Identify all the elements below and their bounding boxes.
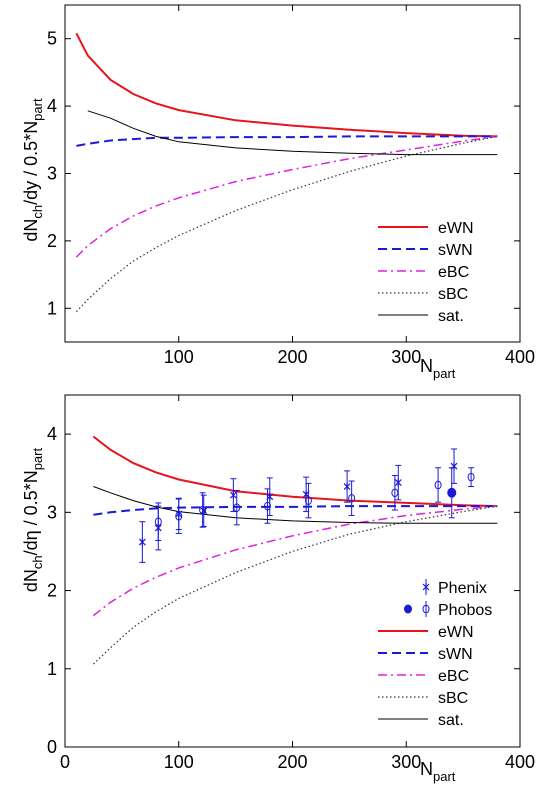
open-circle-marker	[434, 480, 442, 490]
legend-label: eBC	[438, 264, 469, 281]
data-point-phobos	[199, 492, 207, 528]
y-tick-label: 4	[47, 96, 57, 116]
star-marker	[343, 482, 351, 491]
series-line-sat	[87, 110, 498, 156]
y-tick-label: 0	[47, 737, 57, 757]
data-point-phobos	[447, 467, 457, 519]
star-marker	[229, 491, 237, 500]
y-axis-label: dNch/dy / 0.5*Npart	[21, 98, 45, 242]
legend-label: eBC	[438, 668, 469, 685]
legend-label: sat.	[438, 712, 464, 729]
legend-item: sBC	[378, 286, 468, 303]
legend-item: eBC	[378, 668, 469, 685]
data-point-phobos	[304, 482, 312, 519]
legend-label: sWN	[438, 646, 473, 663]
x-tick-label: 400	[505, 347, 535, 367]
y-tick-label: 1	[47, 659, 57, 679]
star-marker	[394, 478, 402, 487]
y-tick-label: 1	[47, 298, 57, 318]
y-tick-label: 3	[47, 502, 57, 522]
y-tick-label: 5	[47, 29, 57, 49]
legend-label: sWN	[438, 242, 473, 259]
series-line-eWN	[75, 32, 498, 138]
data-point-phobos	[263, 488, 271, 524]
data-point-phobos	[233, 489, 241, 526]
open-circle-marker	[154, 517, 162, 527]
x-tick-label: 100	[164, 752, 194, 772]
open-circle-marker	[467, 472, 475, 482]
legend-item: Phenix	[422, 579, 487, 597]
legend-label: Phenix	[438, 580, 487, 597]
open-circle-marker	[304, 496, 312, 505]
legend-item: sat.	[378, 712, 464, 729]
legend-label: sBC	[438, 286, 468, 303]
chart-panel-2: 0 100 200 300 400 0 1 2 3 4 Npart dNch/dη / 0.5*Npa…	[21, 394, 535, 784]
y-axis-label: dNch/dη / 0.5*Npart	[21, 448, 45, 593]
legend-label: Phobos	[438, 602, 492, 619]
data-point-phenix	[200, 494, 208, 527]
y-tick-label: 2	[47, 231, 57, 251]
data-point-phobos	[348, 480, 356, 516]
x-tick-label: 200	[277, 752, 307, 772]
x-tick-label: 400	[505, 752, 535, 772]
x-tick-label: 300	[391, 347, 421, 367]
x-axis-label: Npart	[420, 759, 456, 784]
series-line-eBC	[75, 135, 498, 258]
legend-label: sat.	[438, 308, 464, 325]
data-point-phenix	[138, 521, 146, 563]
series-line-eBC	[92, 505, 498, 617]
x-tick-label: 100	[164, 347, 194, 367]
open-circle-marker	[233, 503, 241, 512]
legend-item: eWN	[378, 220, 474, 237]
data-point-phenix	[394, 464, 402, 501]
chart-panel-1: 100 200 300 400 1 2 3 4 5 Npart dNch/dy / 0.5*Npar…	[21, 4, 535, 381]
data-point-phenix	[343, 470, 351, 503]
legend-item: sWN	[378, 242, 473, 259]
legend-label: eWN	[438, 624, 474, 641]
y-tick-label: 4	[47, 424, 57, 444]
legend-label: sBC	[438, 690, 468, 707]
x-tick-label: 0	[60, 752, 70, 772]
series-line-eWN	[92, 435, 498, 508]
filled-circle-marker	[447, 487, 457, 498]
series-line-sBC	[92, 505, 498, 665]
legend-swatch-star	[422, 583, 430, 591]
open-circle-marker	[263, 501, 271, 511]
legend: eWN sWN eBC sBC sat.	[370, 213, 514, 335]
x-tick-label: 300	[391, 752, 421, 772]
data-point-phobos	[467, 467, 475, 488]
open-circle-marker	[199, 505, 207, 515]
open-circle-marker	[175, 511, 183, 521]
open-circle-marker	[391, 488, 399, 498]
legend-item: eWN	[378, 624, 474, 641]
legend-label: eWN	[438, 220, 474, 237]
data-point-phobos	[175, 498, 183, 534]
data-point-phobos	[434, 467, 442, 503]
legend-item: Phobos	[404, 601, 492, 619]
star-marker	[138, 538, 146, 547]
legend-swatch-open-circle	[422, 604, 430, 614]
y-tick-label: 3	[47, 164, 57, 184]
x-tick-label: 200	[277, 347, 307, 367]
y-tick-label: 2	[47, 581, 57, 601]
data-point-phobos	[154, 502, 162, 541]
legend-item: sWN	[378, 646, 473, 663]
legend-item: sBC	[378, 690, 468, 707]
open-circle-marker	[348, 493, 356, 503]
legend: Phenix Phobos eWN sWN eBC sBC sat.	[370, 573, 514, 733]
series-line-sat	[93, 486, 498, 524]
legend-item: eBC	[378, 264, 469, 281]
series-line-sWN	[76, 135, 498, 147]
data-point-phobos	[391, 475, 399, 511]
series-line-sWN	[93, 505, 498, 516]
x-axis-label: Npart	[420, 356, 456, 381]
legend-item: sat.	[378, 308, 464, 325]
legend-swatch-filled-circle	[404, 604, 412, 614]
